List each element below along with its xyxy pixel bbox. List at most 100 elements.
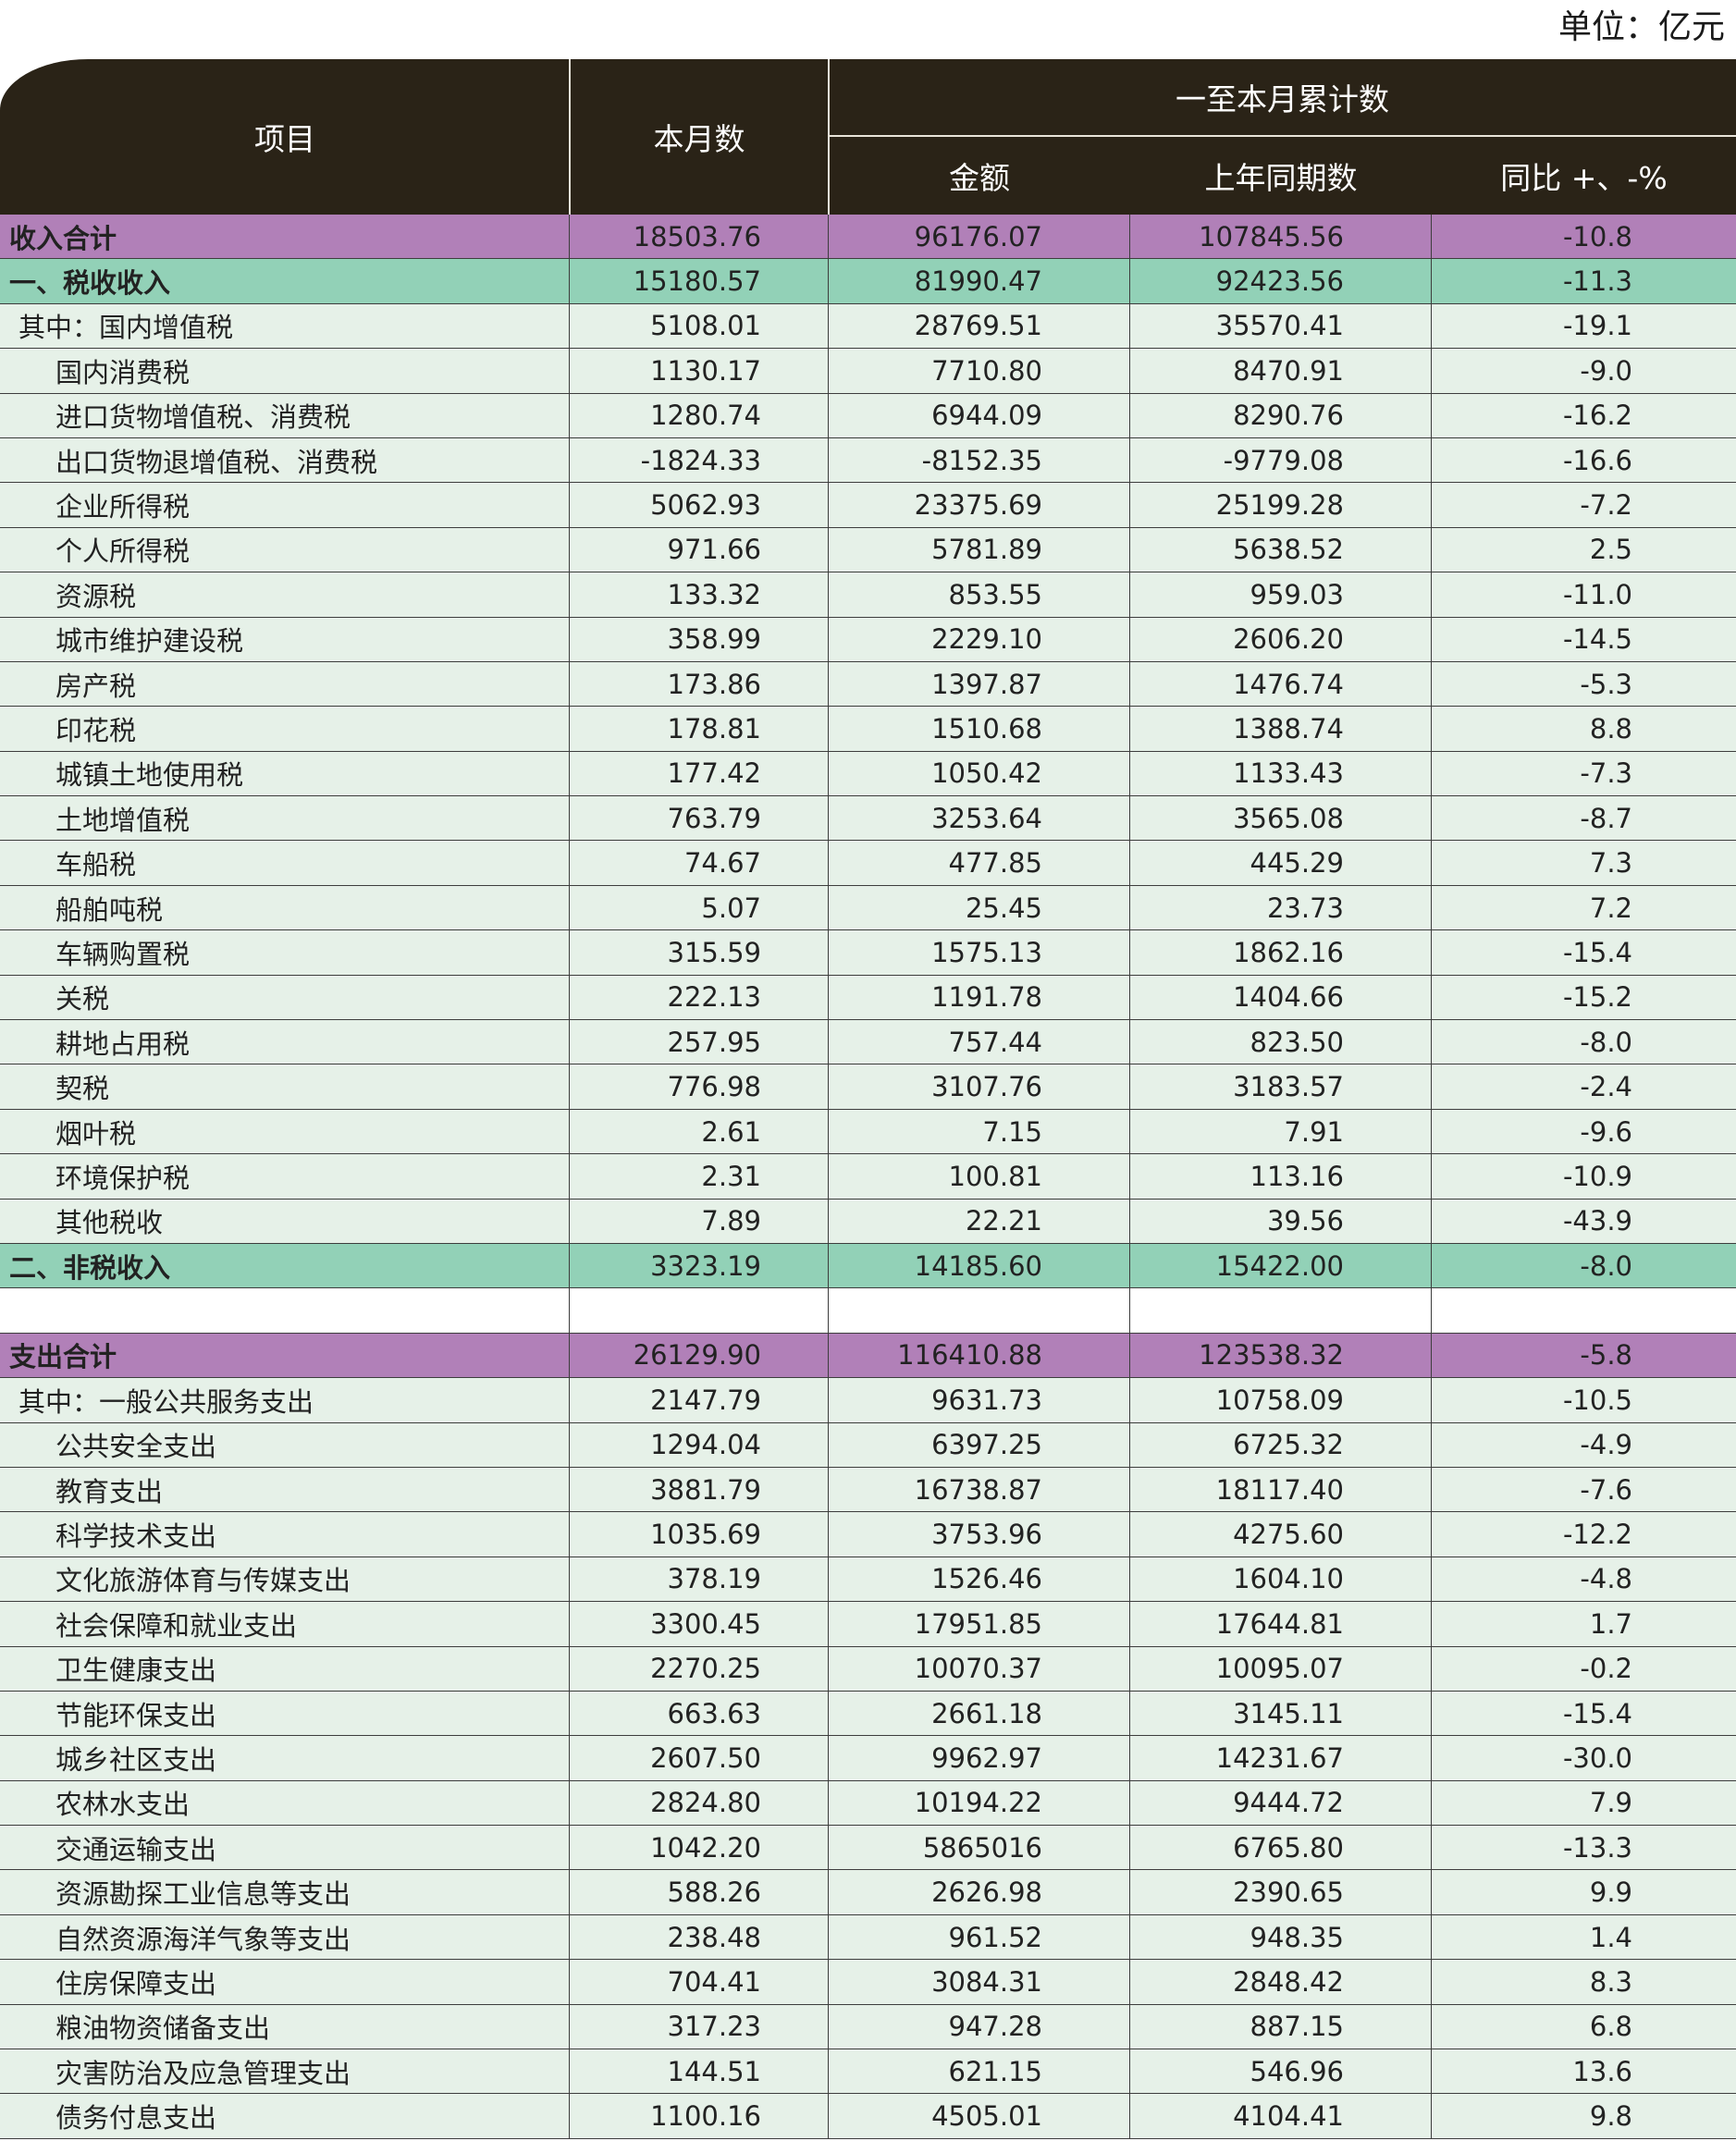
cumulative-amount: 10194.22 <box>829 1780 1130 1826</box>
yoy-change: -15.4 <box>1562 1697 1632 1729</box>
table-row: 其中：国内增值税 5108.01 28769.51 35570.41 -19.1 <box>0 303 1736 350</box>
row-label: 灾害防治及应急管理支出 <box>0 2049 570 2094</box>
yoy-change: -2.4 <box>1580 1071 1632 1103</box>
header-yoy: 同比 +、-% <box>1500 160 1668 196</box>
row-label: 收入合计 <box>0 215 570 259</box>
cumulative-amount: 2626.98 <box>829 1870 1130 1914</box>
table-row: 自然资源海洋气象等支出 238.48 961.52 948.35 1.4 <box>0 1914 1736 1961</box>
row-label: 烟叶税 <box>0 1109 570 1154</box>
yoy-change: -10.9 <box>1562 1160 1632 1192</box>
row-label: 资源税 <box>0 572 570 617</box>
row-label: 债务付息支出 <box>0 2094 570 2138</box>
prev-year-value: 10095.07 <box>1130 1646 1432 1691</box>
table-row: 耕地占用税 257.95 757.44 823.50 -8.0 <box>0 1020 1736 1065</box>
yoy-change: 13.6 <box>1572 2055 1632 2087</box>
prev-year-value: 1388.74 <box>1130 707 1432 751</box>
table-row: 一、税收收入 15180.57 81990.47 92423.56 -11.3 <box>0 259 1736 304</box>
cumulative-amount: 25.45 <box>829 885 1130 930</box>
month-value: -1824.33 <box>570 437 829 483</box>
cumulative-amount: 1191.78 <box>829 975 1130 1020</box>
cumulative-amount: 96176.07 <box>829 215 1130 259</box>
row-label: 社会保障和就业支出 <box>0 1602 570 1646</box>
yoy-change: -15.2 <box>1562 981 1632 1014</box>
prev-year-value: 3183.57 <box>1130 1064 1432 1109</box>
yoy-change: 2.5 <box>1589 534 1632 566</box>
table-row: 农林水支出 2824.80 10194.22 9444.72 7.9 <box>0 1780 1736 1827</box>
prev-year-value: 959.03 <box>1130 572 1432 617</box>
month-value: 776.98 <box>570 1064 829 1109</box>
cumulative-amount: 4505.01 <box>829 2094 1130 2138</box>
table-row: 灾害防治及应急管理支出 144.51 621.15 546.96 13.6 <box>0 2049 1736 2095</box>
table-row: 车船税 74.67 477.85 445.29 7.3 <box>0 841 1736 886</box>
prev-year-value: 113.16 <box>1130 1154 1432 1199</box>
table-row: 资源税 133.32 853.55 959.03 -11.0 <box>0 572 1736 618</box>
cumulative-amount: 28769.51 <box>829 303 1130 349</box>
month-value: 5062.93 <box>570 483 829 527</box>
table-row: 其他税收 7.89 22.21 39.56 -43.9 <box>0 1199 1736 1244</box>
table-row: 资源勘探工业信息等支出 588.26 2626.98 2390.65 9.9 <box>0 1870 1736 1915</box>
prev-year-value: 887.15 <box>1130 2004 1432 2049</box>
table-row: 船舶吨税 5.07 25.45 23.73 7.2 <box>0 885 1736 931</box>
prev-year-value: 25199.28 <box>1130 483 1432 527</box>
cumulative-amount: 7.15 <box>829 1109 1130 1154</box>
month-value: 26129.90 <box>570 1333 829 1378</box>
yoy-change: -19.1 <box>1562 310 1632 342</box>
yoy-change: -16.2 <box>1562 400 1632 432</box>
row-label: 房产税 <box>0 661 570 707</box>
yoy-change: -15.4 <box>1562 936 1632 968</box>
prev-year-value: 8290.76 <box>1130 393 1432 437</box>
cumulative-amount: 1397.87 <box>829 661 1130 707</box>
month-value: 704.41 <box>570 1960 829 2004</box>
yoy-change: -13.3 <box>1562 1831 1632 1864</box>
cumulative-amount: 22.21 <box>829 1199 1130 1243</box>
row-label: 文化旅游体育与传媒支出 <box>0 1557 570 1602</box>
cumulative-amount: 5781.89 <box>829 527 1130 572</box>
table-row: 国内消费税 1130.17 7710.80 8470.91 -9.0 <box>0 349 1736 394</box>
yoy-change: -5.8 <box>1580 1339 1632 1372</box>
row-label: 土地增值税 <box>0 796 570 841</box>
yoy-change: -4.9 <box>1580 1429 1632 1461</box>
row-label: 城市维护建设税 <box>0 617 570 661</box>
month-value: 378.19 <box>570 1557 829 1602</box>
yoy-change: -8.0 <box>1580 1249 1632 1282</box>
header-item: 项目 <box>254 121 315 157</box>
table-row: 二、非税收入 3323.19 14185.60 15422.00 -8.0 <box>0 1243 1736 1289</box>
month-value: 177.42 <box>570 751 829 796</box>
cumulative-amount: 17951.85 <box>829 1602 1130 1646</box>
prev-year-value: 2390.65 <box>1130 1870 1432 1914</box>
prev-year-value: 10758.09 <box>1130 1378 1432 1422</box>
table-row: 城乡社区支出 2607.50 9962.97 14231.67 -30.0 <box>0 1736 1736 1781</box>
table-row: 烟叶税 2.61 7.15 7.91 -9.6 <box>0 1109 1736 1155</box>
table-header: 项目 本月数 一至本月累计数 金额 上年同期数 同比 +、-% <box>0 59 1736 215</box>
table-row: 进口货物增值税、消费税 1280.74 6944.09 8290.76 -16.2 <box>0 393 1736 438</box>
table-row: 卫生健康支出 2270.25 10070.37 10095.07 -0.2 <box>0 1646 1736 1692</box>
row-label: 卫生健康支出 <box>0 1646 570 1691</box>
yoy-change: 1.4 <box>1589 1921 1632 1953</box>
row-label: 印花税 <box>0 707 570 751</box>
row-label: 支出合计 <box>0 1333 570 1378</box>
month-value: 257.95 <box>570 1020 829 1064</box>
yoy-change: 8.3 <box>1589 1965 1632 1998</box>
yoy-change: -11.0 <box>1562 578 1632 610</box>
row-label: 交通运输支出 <box>0 1826 570 1870</box>
row-label: 农林水支出 <box>0 1780 570 1826</box>
month-value: 358.99 <box>570 617 829 661</box>
prev-year-value: 107845.56 <box>1130 215 1432 259</box>
cumulative-amount: 100.81 <box>829 1154 1130 1199</box>
month-value: 222.13 <box>570 975 829 1020</box>
prev-year-value: 123538.32 <box>1130 1333 1432 1378</box>
row-label: 粮油物资储备支出 <box>0 2004 570 2049</box>
month-value: 1130.17 <box>570 349 829 393</box>
month-value: 7.89 <box>570 1199 829 1243</box>
prev-year-value: 1476.74 <box>1130 661 1432 707</box>
header-divider <box>828 59 830 215</box>
table-row: 房产税 173.86 1397.87 1476.74 -5.3 <box>0 661 1736 708</box>
prev-year-value: 15422.00 <box>1130 1243 1432 1288</box>
yoy-change: -16.6 <box>1562 444 1632 476</box>
prev-year-value: 823.50 <box>1130 1020 1432 1064</box>
row-label: 耕地占用税 <box>0 1020 570 1064</box>
prev-year-value: 2606.20 <box>1130 617 1432 661</box>
cumulative-amount: 1050.42 <box>829 751 1130 796</box>
month-value: 5108.01 <box>570 303 829 349</box>
row-label: 进口货物增值税、消费税 <box>0 393 570 437</box>
